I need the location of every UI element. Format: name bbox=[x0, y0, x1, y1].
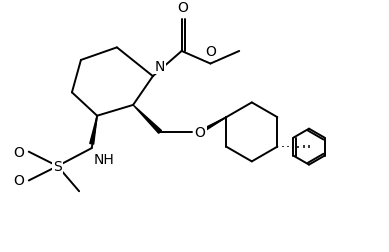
Polygon shape bbox=[200, 118, 226, 134]
Text: N: N bbox=[155, 59, 165, 73]
Text: O: O bbox=[14, 174, 25, 188]
Polygon shape bbox=[90, 116, 97, 145]
Text: NH: NH bbox=[93, 152, 114, 166]
Text: S: S bbox=[53, 160, 62, 173]
Text: O: O bbox=[14, 145, 25, 159]
Polygon shape bbox=[133, 106, 161, 134]
Text: O: O bbox=[205, 45, 216, 59]
Text: O: O bbox=[194, 125, 205, 139]
Text: O: O bbox=[178, 1, 189, 15]
